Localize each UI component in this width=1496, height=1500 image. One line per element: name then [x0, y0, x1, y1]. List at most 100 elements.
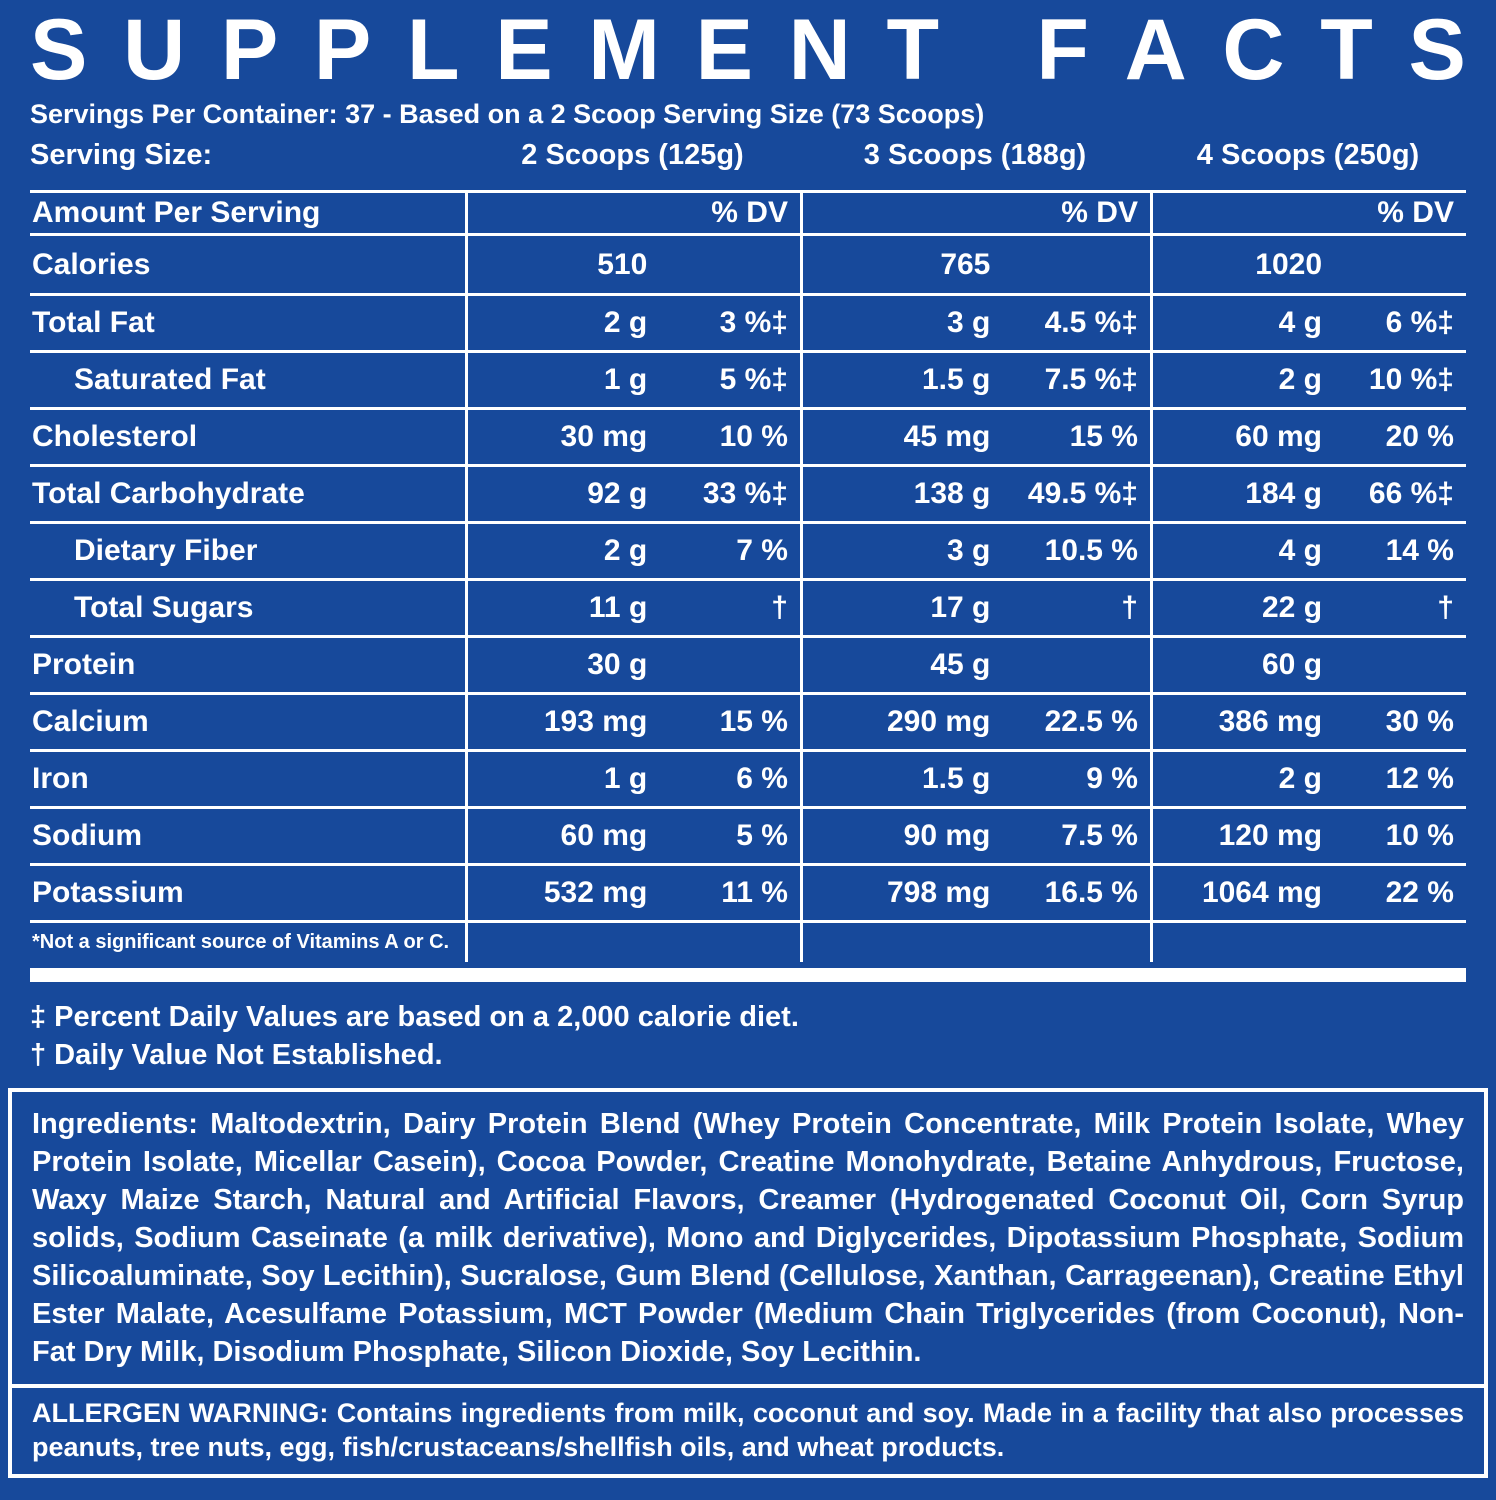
amount-value: 193 mg [543, 705, 648, 738]
dv-value: 5 % [736, 819, 788, 852]
table-row: Total Fat 2 g 3 %‡ 3 g 4.5 %‡ 4 g 6 %‡ [30, 293, 1466, 350]
dv-value: 3 %‡ [719, 306, 788, 339]
serving-size-option-3: 4 Scoops (250g) [1196, 139, 1420, 171]
row-label: Sodium [32, 819, 142, 852]
table-row: Dietary Fiber 2 g 7 % 3 g 10.5 % 4 g 14 % [30, 521, 1466, 578]
serving-col-1: 30 g [465, 638, 800, 692]
serving-col-3: 2 g 10 %‡ [1150, 353, 1466, 407]
amount-value: 4 g [1278, 534, 1323, 567]
ingredients-section: Ingredients: Maltodextrin, Dairy Protein… [12, 1092, 1484, 1384]
dv-value: 9 % [1086, 762, 1138, 795]
dv-value: 10 % [1385, 819, 1454, 852]
amount-value: 11 g [588, 591, 648, 624]
amount-value: 45 g [930, 648, 991, 681]
title-letter: P [220, 10, 279, 92]
amount-per-serving-header: Amount Per Serving [32, 196, 321, 229]
serving-col-3: 1064 mg 22 % [1150, 866, 1466, 920]
serving-col-1: 1 g 6 % [465, 752, 800, 806]
amount-value: 532 mg [543, 876, 648, 909]
title-letter: L [406, 10, 460, 92]
amount-value: 92 g [587, 477, 648, 510]
serving-col-1: 193 mg 15 % [465, 695, 800, 749]
amount-value: 60 mg [1235, 420, 1323, 453]
row-label: Protein [32, 648, 136, 681]
amount-value: 120 mg [1218, 819, 1323, 852]
servings-per-container: Servings Per Container: 37 - Based on a … [30, 99, 985, 129]
row-label: Total Sugars [74, 591, 254, 624]
table-row: Calories 510 765 1020 [30, 236, 1466, 293]
amount-value: 60 mg [560, 819, 648, 852]
dv-value: 14 % [1385, 534, 1454, 567]
serving-col-1: 60 mg 5 % [465, 809, 800, 863]
title-letter: A [1124, 10, 1187, 92]
serving-col-2: 765 [800, 236, 1150, 293]
row-label: Calcium [32, 705, 149, 738]
footnotes: ‡ Percent Daily Values are based on a 2,… [0, 982, 1496, 1074]
amount-value: 798 mg [886, 876, 991, 909]
dv-value: 7.5 % [1061, 819, 1138, 852]
table-row: Cholesterol 30 mg 10 % 45 mg 15 % 60 mg 20 % [30, 407, 1466, 464]
allergen-warning-section: ALLERGEN WARNING: Contains ingredients f… [12, 1384, 1484, 1474]
title-letter: S [1408, 10, 1466, 92]
amount-value: 60 g [1261, 648, 1323, 681]
ingredients-heading: Ingredients: [32, 1108, 198, 1140]
amount-value: 1.5 g [922, 363, 991, 396]
serving-size-option-2: 3 Scoops (188g) [863, 139, 1087, 171]
serving-col-2: 17 g † [800, 581, 1150, 635]
title-letter: T [1320, 10, 1373, 92]
serving-col-1: 2 g 7 % [465, 524, 800, 578]
serving-col-3: 1020 [1150, 236, 1466, 293]
dv-value: † [771, 591, 788, 624]
amount-value: 138 g [913, 477, 991, 510]
dv-value: 10.5 % [1044, 534, 1138, 567]
table-row: Protein 30 g 45 g 60 g [30, 635, 1466, 692]
row-label: Total Carbohydrate [32, 477, 305, 510]
serving-col-1: 92 g 33 %‡ [465, 467, 800, 521]
allergen-text: Contains ingredients from milk, coconut … [32, 1398, 1464, 1462]
title-letter: P [313, 10, 372, 92]
amount-value: 765 [940, 247, 991, 281]
info-boxes: Ingredients: Maltodextrin, Dairy Protein… [8, 1088, 1488, 1478]
amount-value: 2 g [603, 534, 648, 567]
title-letter: M [588, 10, 660, 92]
table-row: Potassium 532 mg 11 % 798 mg 16.5 % 1064 mg 22… [30, 863, 1466, 920]
serving-col-2: 45 mg 15 % [800, 410, 1150, 464]
amount-value: 45 mg [903, 420, 991, 453]
serving-size-option-1: 2 Scoops (125g) [521, 139, 744, 171]
title-letter: S [30, 10, 88, 92]
dv-value: 7.5 %‡ [1044, 363, 1138, 396]
table-row: Sodium 60 mg 5 % 90 mg 7.5 % 120 mg 10 % [30, 806, 1466, 863]
amount-value: 1 g [603, 762, 648, 795]
serving-col-1: 510 [465, 236, 800, 293]
dv-value: 10 %‡ [1368, 363, 1454, 396]
dv-header: % DV [1377, 196, 1454, 229]
title-letter: E [695, 10, 753, 92]
dv-value: 49.5 %‡ [1027, 477, 1138, 510]
amount-value: 1020 [1255, 247, 1323, 281]
amount-value: 290 mg [886, 705, 991, 738]
not-established-footnote: † Daily Value Not Established. [30, 1039, 443, 1071]
dv-value: 66 %‡ [1368, 477, 1454, 510]
row-label: Potassium [32, 876, 184, 909]
dv-value: † [1121, 591, 1138, 624]
row-label: Total Fat [32, 306, 155, 339]
amount-value: 2 g [1278, 762, 1323, 795]
table-row: Total Sugars 11 g † 17 g † 22 g † [30, 578, 1466, 635]
serving-col-3: 2 g 12 % [1150, 752, 1466, 806]
serving-col-3: 60 g [1150, 638, 1466, 692]
serving-col-3: 386 mg 30 % [1150, 695, 1466, 749]
title-letter: T [886, 10, 940, 92]
dv-value: 6 % [736, 762, 788, 795]
amount-value: 510 [597, 247, 648, 281]
row-label: Dietary Fiber [74, 534, 258, 567]
dv-value: 10 % [719, 420, 788, 453]
serving-col-1: 1 g 5 %‡ [465, 353, 800, 407]
dv-value: 15 % [1069, 420, 1138, 453]
dv-value: 6 %‡ [1385, 306, 1454, 339]
amount-value: 1.5 g [922, 762, 991, 795]
table-note-row: *Not a significant source of Vitamins A … [30, 920, 1466, 962]
allergen-heading: ALLERGEN WARNING: [32, 1398, 329, 1428]
serving-size-label: Serving Size: [30, 139, 213, 171]
